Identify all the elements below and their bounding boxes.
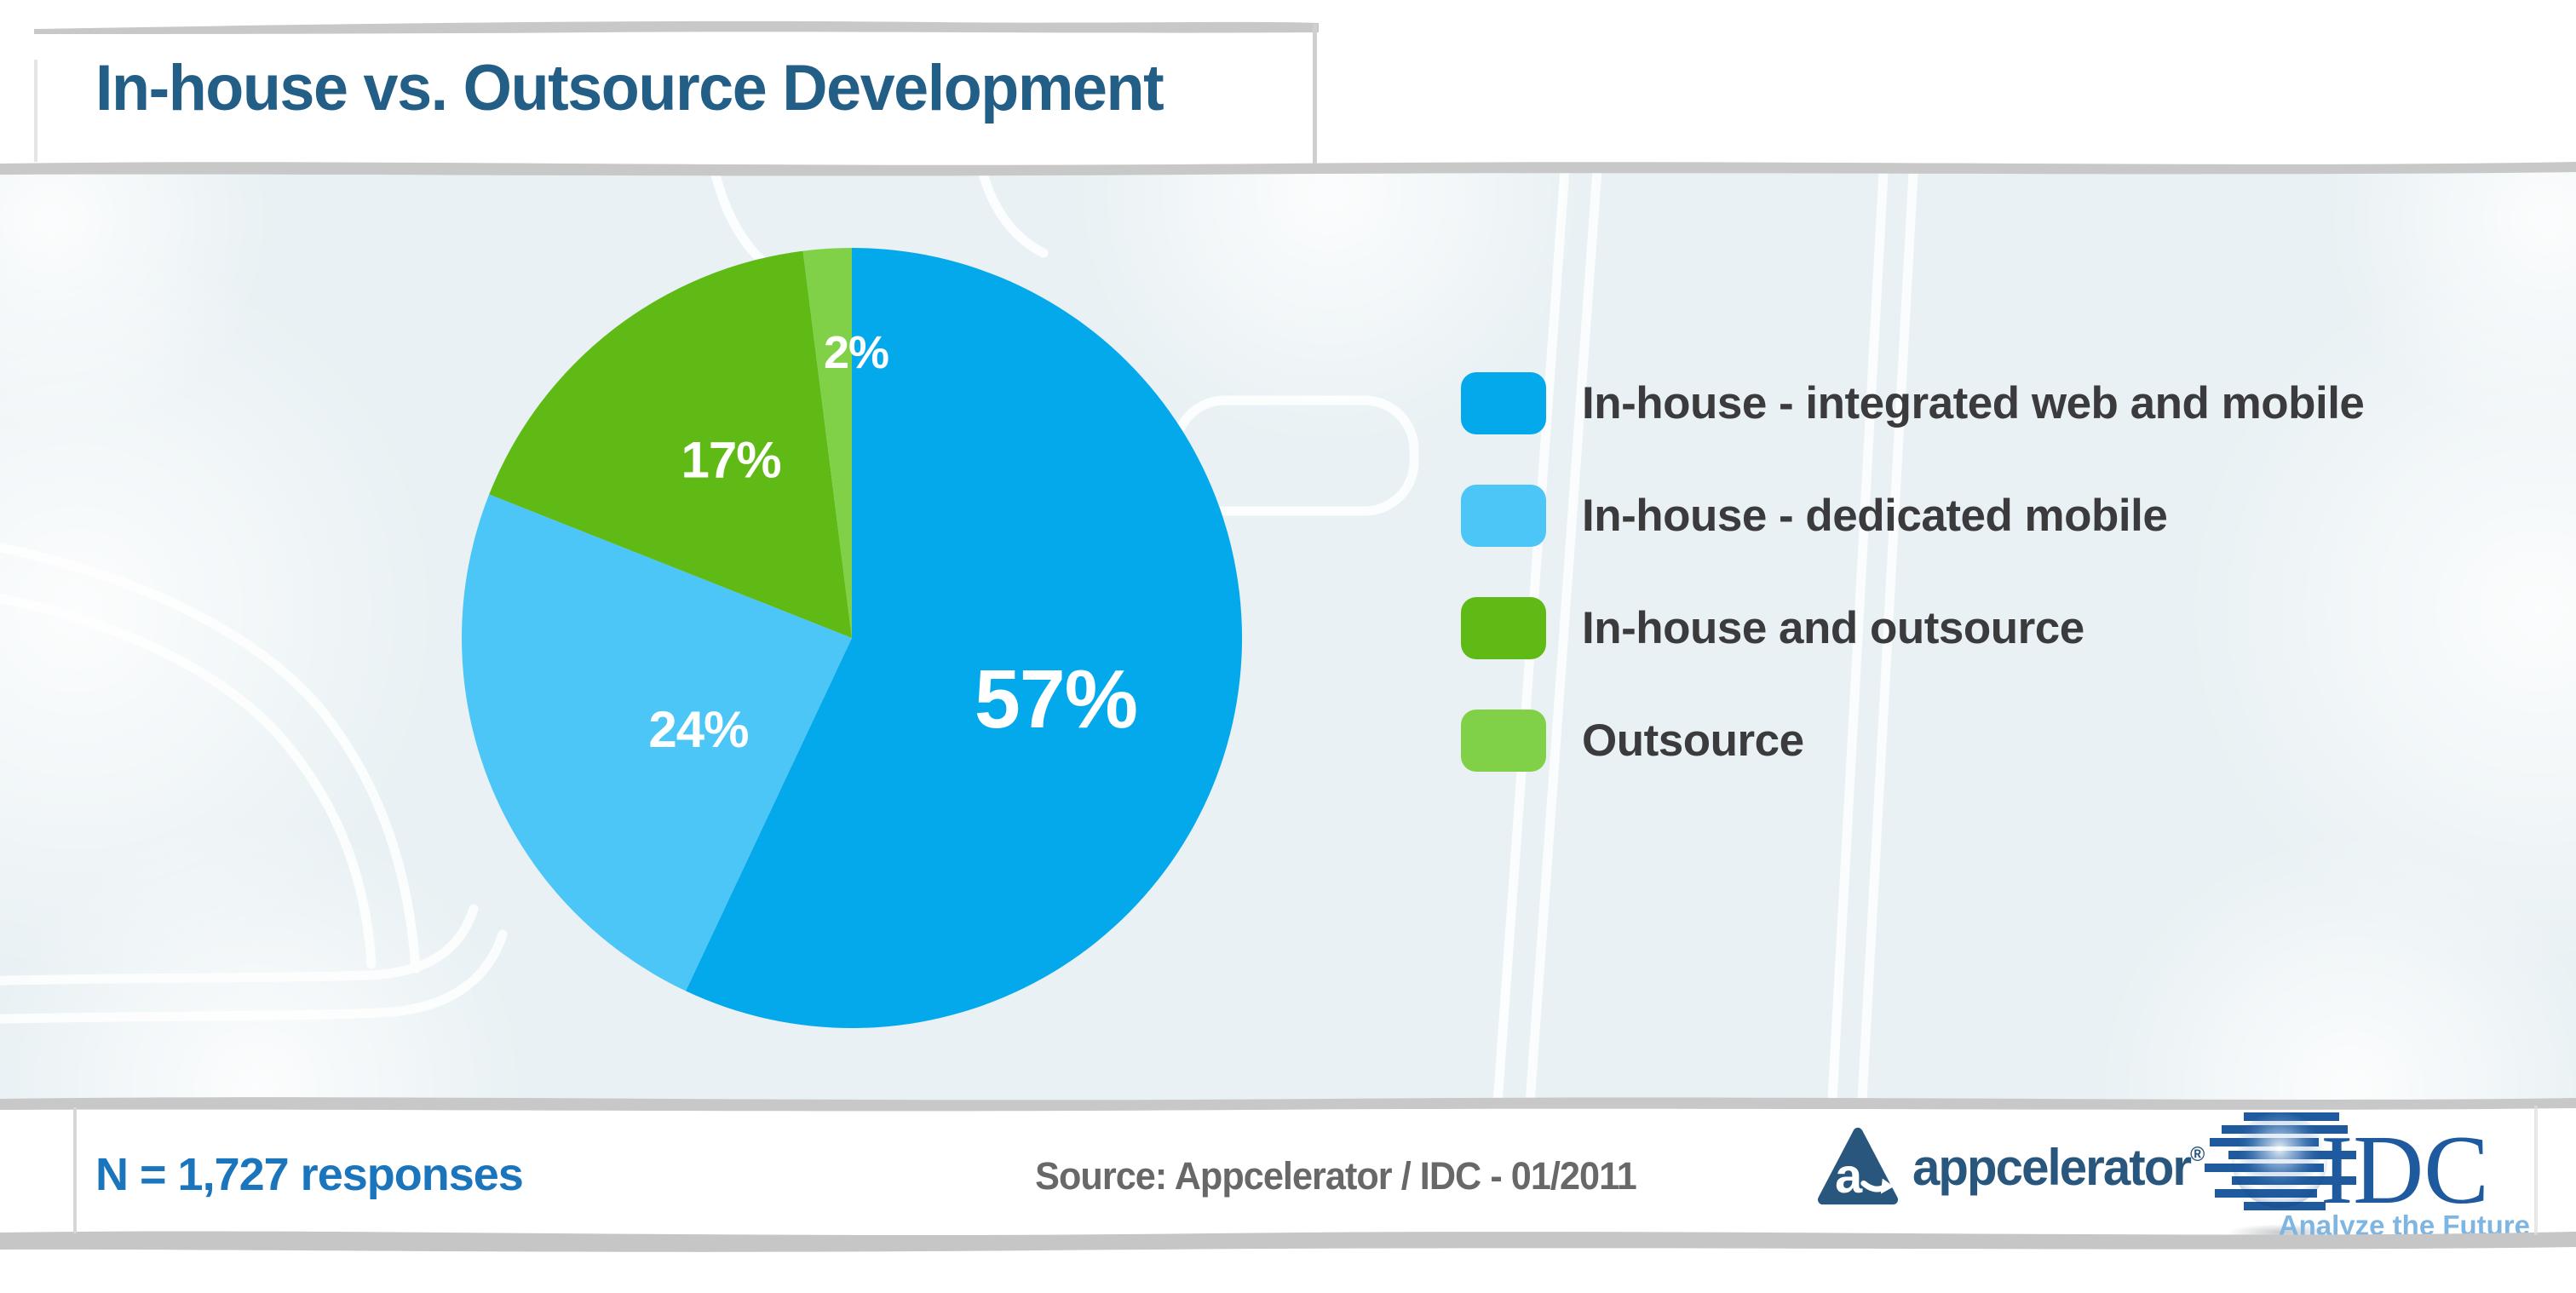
pie-slice-in-house-integrated-web-and-mobile (686, 248, 1243, 1028)
title-card: In-house vs. Outsource Development (0, 0, 1319, 168)
pie-slice-outsource (802, 248, 852, 638)
legend-label-in-house-integrated-web-and-mobile: In-house - integrated web and mobile (1582, 378, 2365, 428)
pie-chart-svg: 57% 24% 17% 2% (462, 248, 1243, 1028)
idc-logo: IDC Analyze the Future (2205, 1107, 2537, 1244)
source-note: Source: Appcelerator / IDC - 01/2011 (1035, 1154, 1637, 1198)
idc-tagline: Analyze the Future (2279, 1210, 2530, 1241)
legend-swatch-in-house-dedicated-mobile (1461, 485, 1546, 547)
appcelerator-logo: a appcelerator® (1817, 1126, 2214, 1208)
pie-slice-value-outsource: 2% (824, 327, 888, 378)
background-texture (0, 168, 2576, 1105)
legend-item-outsource: Outsource (1461, 710, 2364, 772)
pie-slice-in-house-dedicated-mobile (462, 494, 852, 991)
background-texture-pattern (0, 168, 2576, 1105)
legend-swatch-outsource (1461, 710, 1546, 772)
idc-wordmark: IDC (2320, 1116, 2489, 1224)
pie-chart: 57% 24% 17% 2% (451, 238, 1252, 1038)
registered-trademark-mark: ® (2190, 1142, 2205, 1166)
footer-band (0, 1103, 2576, 1245)
pie-slice-value-in-house-integrated-web-and-mobile: 57% (975, 652, 1137, 745)
legend-label-in-house-and-outsource: In-house and outsource (1582, 603, 2084, 653)
appcelerator-monogram: a (1835, 1149, 1863, 1204)
legend-item-in-house-dedicated-mobile: In-house - dedicated mobile (1461, 485, 2364, 547)
legend-swatch-in-house-and-outsource (1461, 597, 1546, 659)
appcelerator-triangle-icon: a (1817, 1127, 1899, 1205)
legend-label-outsource: Outsource (1582, 715, 1804, 766)
pie-slice-value-in-house-dedicated-mobile: 24% (648, 701, 748, 758)
legend-label-in-house-dedicated-mobile: In-house - dedicated mobile (1582, 491, 2168, 541)
page-title: In-house vs. Outsource Development (95, 52, 1164, 124)
pie-slice-in-house-and-outsource (489, 250, 852, 638)
idc-globe-icon (2205, 1112, 2356, 1241)
legend-swatch-in-house-integrated-web-and-mobile (1461, 372, 1546, 434)
legend-item-in-house-integrated-web-and-mobile: In-house - integrated web and mobile (1461, 372, 2365, 434)
legend-item-in-house-and-outsource: In-house and outsource (1461, 597, 2364, 659)
appcelerator-wordmark-text: appcelerator (1912, 1138, 2192, 1196)
pie-slice-value-in-house-and-outsource: 17% (681, 432, 780, 489)
chart-legend: In-house - integrated web and mobile In-h… (1461, 372, 2365, 822)
appcelerator-wordmark: appcelerator® (1912, 1138, 2205, 1197)
sample-size-note: N = 1,727 responses (95, 1149, 524, 1200)
idc-logo-svg: IDC Analyze the Future (2205, 1112, 2530, 1241)
